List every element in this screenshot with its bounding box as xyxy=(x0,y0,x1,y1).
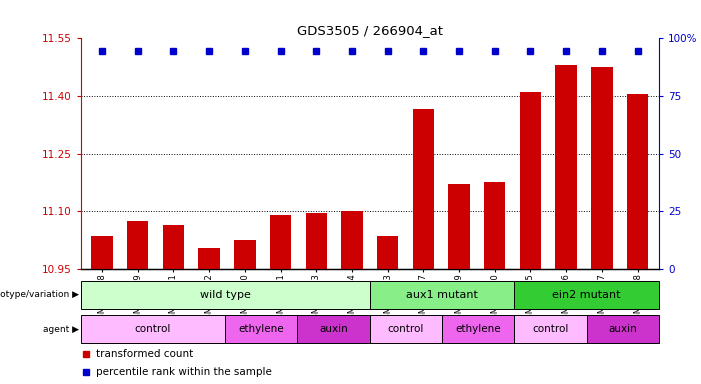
Text: transformed count: transformed count xyxy=(96,349,193,359)
Text: ethylene: ethylene xyxy=(456,324,501,334)
Text: aux1 mutant: aux1 mutant xyxy=(406,290,478,300)
Bar xyxy=(442,316,515,343)
Bar xyxy=(127,221,149,269)
Bar xyxy=(370,281,515,309)
Text: wild type: wild type xyxy=(200,290,251,300)
Bar xyxy=(370,316,442,343)
Bar xyxy=(234,240,256,269)
Bar xyxy=(341,211,362,269)
Bar xyxy=(270,215,291,269)
Text: ethylene: ethylene xyxy=(238,324,284,334)
Text: auxin: auxin xyxy=(319,324,348,334)
Text: genotype/variation ▶: genotype/variation ▶ xyxy=(0,290,79,299)
Bar xyxy=(587,316,659,343)
Bar xyxy=(81,316,225,343)
Bar xyxy=(519,92,541,269)
Bar xyxy=(413,109,434,269)
Bar xyxy=(163,225,184,269)
Text: ein2 mutant: ein2 mutant xyxy=(552,290,621,300)
Text: control: control xyxy=(532,324,569,334)
Bar xyxy=(377,236,398,269)
Text: control: control xyxy=(135,324,171,334)
Bar xyxy=(515,281,659,309)
Bar xyxy=(297,316,370,343)
Bar xyxy=(306,213,327,269)
Bar xyxy=(91,236,113,269)
Bar xyxy=(449,184,470,269)
Bar xyxy=(225,316,297,343)
Text: percentile rank within the sample: percentile rank within the sample xyxy=(96,367,272,377)
Bar xyxy=(484,182,505,269)
Bar xyxy=(591,67,613,269)
Title: GDS3505 / 266904_at: GDS3505 / 266904_at xyxy=(297,24,443,37)
Bar xyxy=(627,94,648,269)
Text: agent ▶: agent ▶ xyxy=(43,325,79,334)
Bar xyxy=(515,316,587,343)
Text: auxin: auxin xyxy=(608,324,637,334)
Text: control: control xyxy=(388,324,424,334)
Bar xyxy=(81,281,370,309)
Bar xyxy=(555,65,577,269)
Bar xyxy=(198,248,220,269)
